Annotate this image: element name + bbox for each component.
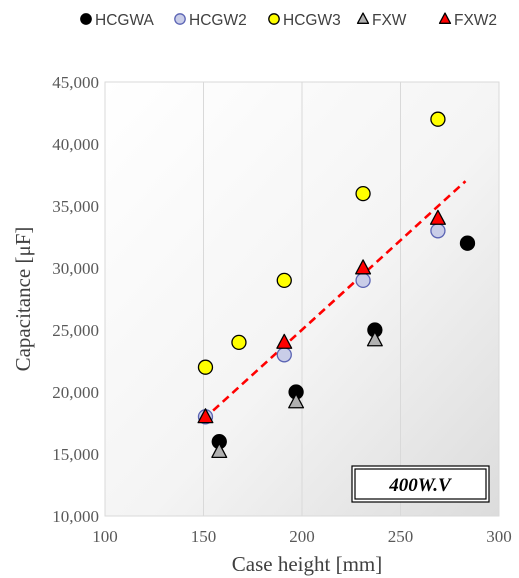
legend-marker-hcgw2	[174, 13, 186, 25]
y-axis-title: Capacitance [μF]	[11, 227, 35, 372]
y-axis-ticks: 10,000 15,000 20,000 25,000 30,000 35,000 40,0…	[52, 73, 99, 526]
legend-marker-hcgwa	[80, 13, 92, 25]
legend-label-hcgw3: HCGW3	[283, 12, 341, 29]
x-tick-label: 100	[92, 527, 118, 546]
point-hcgw3	[355, 185, 371, 202]
point-fxw	[288, 393, 305, 409]
x-tick-label: 300	[486, 527, 512, 546]
point-hcgw3	[276, 272, 292, 289]
legend-item-fxw2: FXW2	[438, 12, 497, 29]
point-hcgw3	[197, 359, 214, 375]
data-points	[197, 111, 476, 458]
x-tick-label: 200	[289, 527, 315, 546]
trendline-group	[202, 180, 467, 421]
series-hcgw3	[197, 111, 446, 375]
y-tick-label: 25,000	[52, 321, 99, 340]
point-hcgw3	[231, 334, 247, 351]
annotation-label: 400W.V	[388, 475, 452, 496]
series-fxw2	[197, 209, 446, 424]
y-tick-label: 15,000	[52, 445, 99, 464]
y-tick-label: 45,000	[52, 73, 99, 92]
legend-marker-hcgw3	[268, 13, 280, 25]
point-fxw2	[429, 209, 446, 225]
point-fxw2	[355, 259, 372, 275]
point-hcgw3	[430, 111, 446, 127]
y-tick-label: 10,000	[52, 507, 99, 526]
x-tick-label: 250	[388, 527, 414, 546]
y-tick-label: 35,000	[52, 197, 99, 216]
legend: HCGWA HCGW2 HCGW3 FXW FXW2	[80, 12, 497, 29]
point-fxw	[211, 442, 228, 458]
point-fxw	[366, 331, 383, 347]
series-hcgw2	[197, 223, 446, 425]
legend-label-hcgwa: HCGWA	[95, 12, 154, 29]
x-tick-label: 150	[191, 527, 217, 546]
series-fxw	[211, 331, 383, 458]
legend-item-hcgw3: HCGW3	[268, 12, 341, 29]
y-tick-label: 30,000	[52, 259, 99, 278]
x-axis-ticks: 100 150 200 250 300	[92, 527, 512, 546]
point-hcgw2	[276, 347, 292, 363]
legend-label-fxw: FXW	[372, 12, 407, 29]
point-fxw2	[276, 333, 293, 349]
legend-marker-fxw	[356, 12, 370, 24]
legend-item-hcgwa: HCGWA	[80, 12, 154, 29]
x-axis-title: Case height [mm]	[232, 552, 382, 576]
y-tick-label: 40,000	[52, 135, 99, 154]
annotation-box: 400W.V	[351, 465, 490, 503]
point-hcgwa	[459, 235, 476, 251]
y-tick-label: 20,000	[52, 383, 99, 402]
gridlines	[203, 82, 401, 516]
legend-item-fxw: FXW	[356, 12, 407, 29]
trendline	[202, 180, 467, 421]
point-hcgw2	[355, 272, 371, 289]
legend-marker-fxw2	[438, 12, 452, 24]
legend-label-hcgw2: HCGW2	[189, 12, 247, 29]
point-hcgw2	[430, 223, 446, 239]
legend-item-hcgw2: HCGW2	[174, 12, 247, 29]
legend-label-fxw2: FXW2	[454, 12, 497, 29]
point-fxw2	[197, 408, 214, 424]
